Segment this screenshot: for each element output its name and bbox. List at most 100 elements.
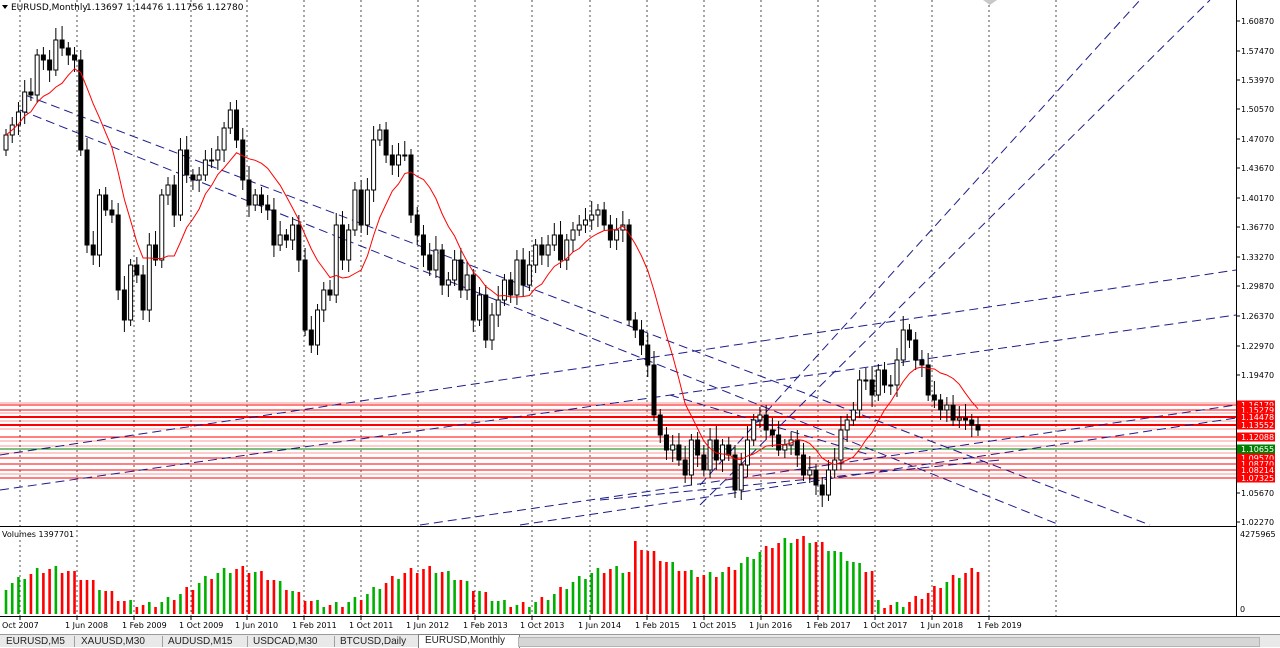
time-tick-label: 1 Jun 2008 bbox=[65, 621, 108, 630]
volume-bar bbox=[652, 551, 656, 614]
candle-bull bbox=[707, 439, 713, 471]
price-pane[interactable] bbox=[0, 0, 1236, 526]
candle-bear bbox=[969, 419, 975, 426]
volume-bar bbox=[796, 539, 799, 614]
tab-usdcad-m30[interactable]: USDCAD,M30 bbox=[247, 636, 335, 647]
level-label: 1.09570 bbox=[1241, 454, 1274, 463]
volume-bar bbox=[565, 589, 569, 614]
volume-bar bbox=[559, 587, 562, 614]
volume-bar bbox=[378, 589, 382, 614]
candle-bull bbox=[15, 111, 21, 126]
candle-bear bbox=[59, 39, 65, 49]
volume-bar bbox=[958, 578, 961, 614]
candle-bull bbox=[252, 194, 258, 206]
candle-bear bbox=[258, 194, 264, 206]
level-label: 1.14478 bbox=[1241, 413, 1274, 422]
trendline[interactable] bbox=[599, 459, 1001, 501]
candle-bear bbox=[65, 47, 71, 56]
time-tick-label: 1 Jun 2018 bbox=[920, 621, 963, 630]
candle-bear bbox=[420, 234, 426, 256]
price-tick-label: 1.33270 bbox=[1241, 253, 1274, 262]
one-click-trading-icon[interactable] bbox=[983, 0, 997, 5]
candle-bull bbox=[53, 39, 59, 71]
candle-bear bbox=[632, 319, 638, 331]
trendline[interactable] bbox=[0, 269, 1236, 456]
candle-bear bbox=[153, 244, 159, 261]
time-axis[interactable]: Oct 2007 1 Jun 2008 1 Feb 2009 1 Oct 2009 1 … bbox=[2, 616, 1022, 630]
chart-canvas[interactable]: 1.60870 1.57470 1.53970 1.50570 1.47070 1.436… bbox=[0, 0, 1280, 634]
candle-bull bbox=[489, 314, 495, 341]
tab-xauusd-m30[interactable]: XAUUSD,M30 bbox=[75, 636, 163, 647]
price-tick-label: 1.29870 bbox=[1241, 282, 1274, 291]
volume-bar bbox=[864, 572, 868, 614]
candle-bull bbox=[146, 244, 152, 311]
tab-audusd-m15[interactable]: AUDUSD,M15 bbox=[162, 636, 248, 647]
volume-bar bbox=[590, 573, 593, 614]
volume-bar bbox=[85, 580, 89, 614]
volume-bar bbox=[764, 546, 768, 614]
level-label-bg bbox=[1237, 432, 1275, 442]
candle-bear bbox=[682, 459, 688, 476]
price-tick-label: 1.43670 bbox=[1241, 164, 1274, 173]
level-label: 1.12088 bbox=[1241, 433, 1274, 442]
tab-btcusd-daily[interactable]: BTCUSD,Daily bbox=[334, 636, 423, 647]
candle-bear bbox=[84, 149, 90, 246]
volume-bar bbox=[870, 571, 874, 614]
volume-bar bbox=[73, 571, 76, 614]
candle-bear bbox=[813, 469, 819, 486]
candle-bull bbox=[290, 224, 296, 241]
candle-bull bbox=[894, 359, 900, 386]
candle-bear bbox=[296, 224, 302, 261]
chart-menu-icon[interactable] bbox=[2, 5, 8, 9]
trendline[interactable] bbox=[669, 394, 871, 456]
trendline[interactable] bbox=[519, 417, 1236, 526]
volume-bar bbox=[260, 571, 263, 614]
volume-bar bbox=[266, 580, 269, 614]
candle-bull bbox=[782, 444, 788, 451]
volume-bar bbox=[422, 569, 425, 614]
candle-bear bbox=[283, 234, 289, 241]
trendline[interactable] bbox=[699, 0, 1141, 486]
volume-bar bbox=[222, 568, 226, 614]
trendline[interactable] bbox=[699, 0, 1211, 506]
candle-bull bbox=[352, 189, 358, 231]
volume-bar bbox=[883, 608, 886, 614]
volume-bar bbox=[715, 577, 718, 614]
candle-bull bbox=[277, 234, 283, 246]
volume-bar bbox=[440, 572, 444, 614]
candle-bull bbox=[396, 154, 402, 166]
candle-bull bbox=[333, 224, 339, 296]
volume-bar bbox=[584, 579, 587, 614]
level-label: 1.10655 bbox=[1241, 445, 1274, 454]
candle-bull bbox=[850, 409, 856, 421]
candle-bull bbox=[196, 174, 202, 181]
candle-bear bbox=[327, 289, 333, 296]
level-label: 1.15279 bbox=[1241, 406, 1274, 415]
volume-bar bbox=[17, 577, 20, 614]
volume-bar bbox=[172, 600, 176, 614]
volume-bar bbox=[179, 594, 182, 614]
candle-bull bbox=[564, 239, 570, 261]
candle-bull bbox=[377, 129, 383, 141]
volume-bar bbox=[316, 600, 319, 614]
candle-bear bbox=[651, 364, 657, 416]
volume-bar bbox=[154, 607, 157, 614]
candle-bull bbox=[614, 229, 620, 241]
candle-bull bbox=[595, 209, 601, 216]
volume-bar bbox=[67, 571, 70, 614]
price-axis[interactable]: 1.60870 1.57470 1.53970 1.50570 1.47070 1.436… bbox=[1236, 17, 1274, 527]
volume-bar bbox=[372, 587, 375, 614]
trendline[interactable] bbox=[0, 314, 1236, 491]
trendline[interactable] bbox=[24, 94, 1151, 526]
candle-bull bbox=[34, 54, 40, 96]
tab-eurusd-m5[interactable]: EURUSD,M5 bbox=[0, 636, 75, 647]
volume-bar bbox=[646, 551, 650, 614]
time-tick-label: 1 Feb 2011 bbox=[292, 621, 337, 630]
price-tick-label: 1.05670 bbox=[1241, 489, 1274, 498]
candle-bull bbox=[570, 229, 576, 241]
volume-bar bbox=[334, 602, 338, 614]
candle-bear bbox=[931, 394, 937, 401]
volume-bar bbox=[447, 571, 450, 614]
level-price-labels: 1.161791.152791.144781.135521.120881.106… bbox=[1237, 400, 1275, 483]
volume-bar bbox=[877, 600, 880, 614]
